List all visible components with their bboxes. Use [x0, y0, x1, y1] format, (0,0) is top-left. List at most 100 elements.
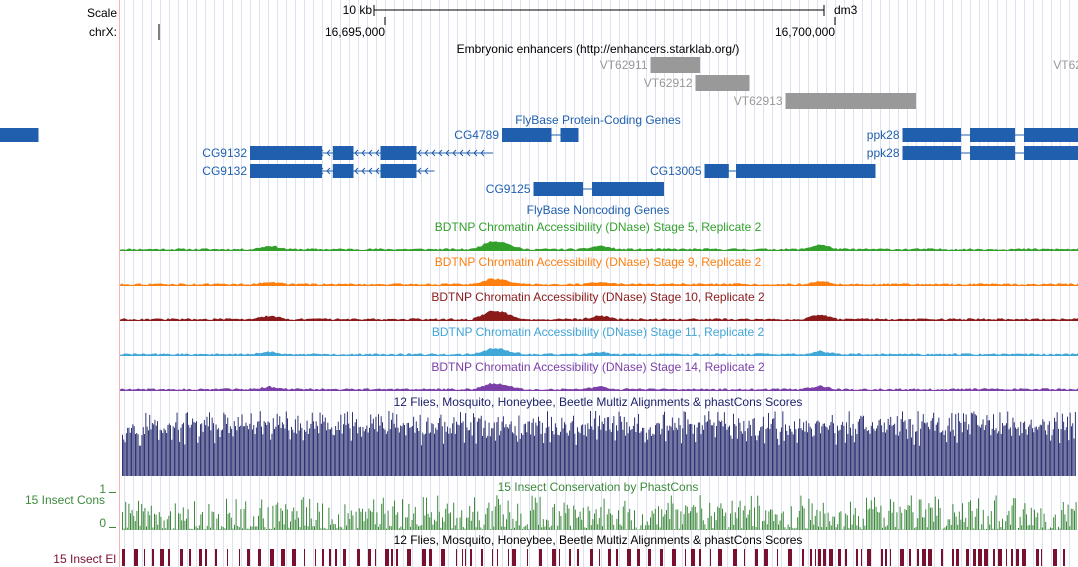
gene-exon: [380, 146, 417, 160]
scale-label: Scale: [87, 6, 117, 20]
dnase-stage5-track[interactable]: BDTNP Chromatin Accessibility (DNase) St…: [120, 220, 1078, 251]
phastcons-ymin-label: 0: [99, 516, 106, 530]
dnase-stage11-title: BDTNP Chromatin Accessibility (DNase) St…: [432, 325, 765, 339]
dnase-stage5-signal: [120, 241, 1078, 250]
gene-exon: [0, 128, 39, 142]
gene-exon: [250, 164, 322, 178]
gene-label: CG13005: [650, 164, 702, 178]
strand-arrow: [417, 149, 422, 157]
dnase-stage5-title: BDTNP Chromatin Accessibility (DNase) St…: [435, 220, 762, 234]
gene-exon: [902, 146, 961, 160]
gene-exon: [332, 164, 354, 178]
phastcons-signal: [122, 495, 1077, 530]
multiz-title: 12 Flies, Mosquito, Honeybee, Beetle Mul…: [394, 395, 803, 409]
gene-exon: [332, 146, 354, 160]
dnase-stage10-signal: [120, 310, 1078, 320]
enhancer-bar[interactable]: [695, 75, 750, 91]
dnase-stage9-track[interactable]: BDTNP Chromatin Accessibility (DNase) St…: [120, 255, 1078, 286]
dnase-stage14-signal: [120, 382, 1078, 390]
strand-arrow: [431, 149, 436, 157]
gene-exon: [1024, 128, 1078, 142]
enhancer-label: VT62912: [644, 76, 693, 90]
dnase-stage14-track[interactable]: BDTNP Chromatin Accessibility (DNase) St…: [120, 360, 1078, 391]
gene-cg4768[interactable]: CG4768: [0, 128, 39, 142]
scale-bar-label: 10 kb: [343, 3, 373, 17]
gene-exon: [736, 164, 876, 178]
enhancer-vt62914[interactable]: VT62914: [1053, 57, 1078, 73]
coding-genes-track[interactable]: CG4768 CG9132 CG9132 CG4789 CG9125 CG13005 ppk…: [0, 128, 1078, 196]
strand-arrow: [354, 167, 359, 175]
strand-arrow: [445, 149, 450, 157]
elements-signal: [122, 549, 1065, 566]
assembly-label: dm3: [834, 3, 858, 17]
gene-exon: [970, 128, 1015, 142]
multiz-signal: [122, 411, 1076, 476]
strand-arrow: [368, 167, 373, 175]
elements-track[interactable]: 12 Flies, Mosquito, Honeybee, Beetle Mul…: [53, 533, 1065, 566]
gene-exon: [533, 182, 583, 196]
gene-exon: [704, 164, 729, 178]
strand-arrow: [361, 167, 366, 175]
enhancer-bar[interactable]: [650, 57, 701, 73]
gene-label: CG9132: [202, 164, 247, 178]
strand-arrow: [480, 149, 485, 157]
strand-arrow: [326, 167, 331, 175]
dnase-stage10-track[interactable]: BDTNP Chromatin Accessibility (DNase) St…: [120, 290, 1078, 321]
phastcons-ymax-label: 1: [99, 482, 106, 496]
enhancer-label: VT62913: [734, 94, 783, 108]
enhancer-bar[interactable]: [785, 93, 917, 109]
coding-genes-track-title: FlyBase Protein-Coding Genes: [515, 113, 680, 127]
dnase-stage9-signal: [120, 278, 1078, 285]
gene-exon: [1024, 146, 1078, 160]
dnase-stage11-track[interactable]: BDTNP Chromatin Accessibility (DNase) St…: [120, 325, 1078, 356]
enhancers-track-title: Embryonic enhancers (http://enhancers.st…: [457, 42, 740, 56]
gene-exon: [250, 146, 322, 160]
strand-arrow: [354, 149, 359, 157]
gene-cg4789[interactable]: CG4789: [454, 128, 579, 142]
gene-cg9132[interactable]: CG9132: [202, 164, 435, 178]
noncoding-genes-track-title: FlyBase Noncoding Genes: [527, 203, 670, 217]
gene-cg9132[interactable]: CG9132: [202, 146, 493, 160]
strand-arrow: [375, 167, 380, 175]
enhancer-vt62912[interactable]: VT62912: [644, 75, 750, 91]
strand-arrow: [417, 167, 422, 175]
gene-exon: [560, 128, 579, 142]
gene-label: CG9132: [202, 146, 247, 160]
ruler-tick-label: 16,695,000: [325, 25, 385, 39]
gene-exon: [380, 164, 417, 178]
gene-exon: [902, 128, 961, 142]
dnase-stage9-title: BDTNP Chromatin Accessibility (DNase) St…: [435, 255, 762, 269]
enhancer-vt62913[interactable]: VT62913: [734, 93, 916, 109]
strand-arrow: [424, 149, 429, 157]
enhancer-label: VT62911: [600, 58, 648, 72]
enhancer-vt62911[interactable]: VT62911: [600, 57, 700, 73]
phastcons-track[interactable]: 15 Insect Conservation by PhastCons 15 I…: [25, 480, 1077, 530]
strand-arrow: [438, 149, 443, 157]
gene-cg13005[interactable]: CG13005: [650, 164, 876, 178]
dnase-stage10-title: BDTNP Chromatin Accessibility (DNase) St…: [431, 290, 765, 304]
dnase-stage14-title: BDTNP Chromatin Accessibility (DNase) St…: [431, 360, 765, 374]
multiz-track[interactable]: 12 Flies, Mosquito, Honeybee, Beetle Mul…: [122, 395, 1076, 476]
gene-label: ppk28: [867, 146, 900, 160]
gene-exon: [970, 146, 1015, 160]
base-position-ruler[interactable]: Scale chrX: 10 kb dm3 16,695,000 16,700,0…: [87, 3, 1078, 40]
strand-arrow: [368, 149, 373, 157]
strand-arrow: [459, 149, 464, 157]
strand-arrow: [452, 149, 457, 157]
gene-label: CG4789: [454, 128, 499, 142]
gene-ppk28[interactable]: ppk28: [867, 146, 1078, 160]
strand-arrow: [473, 149, 478, 157]
dnase-stage11-signal: [120, 348, 1078, 355]
strand-arrow: [361, 149, 366, 157]
gene-cg9125[interactable]: CG9125: [486, 182, 664, 196]
enhancers-track[interactable]: VT62911VT62912VT62913VT62914VT62915VT629…: [600, 57, 1078, 109]
enhancer-label: VT62914: [1053, 58, 1078, 72]
chrom-label: chrX:: [89, 25, 117, 39]
gene-exon: [502, 128, 552, 142]
gene-ppk28[interactable]: ppk28: [867, 128, 1078, 142]
strand-arrow: [466, 149, 471, 157]
strand-arrow: [326, 149, 331, 157]
